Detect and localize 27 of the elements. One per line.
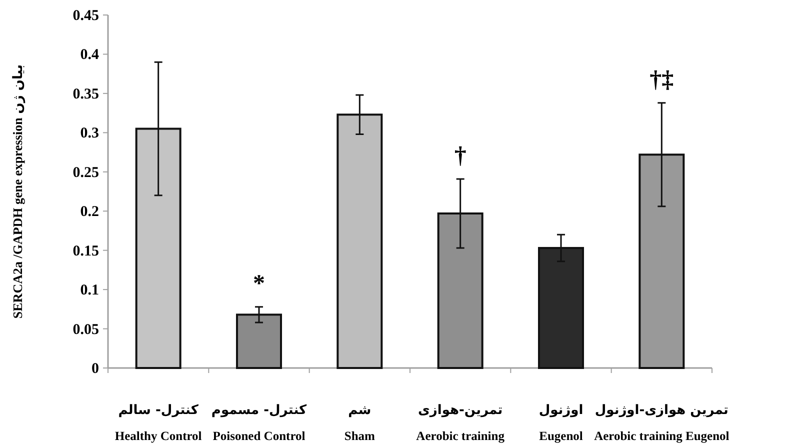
text: بیان ژن <box>11 64 26 114</box>
x-tick-label: Healthy Control <box>114 429 202 443</box>
text: کنترل- سالم <box>118 403 199 418</box>
text: اوژنول <box>538 403 584 418</box>
y-tick-label: 0.3 <box>80 126 99 142</box>
text: تمرین-هوازی <box>418 403 503 418</box>
y-tick-label: 0 <box>92 361 99 377</box>
annotation: †‡ <box>650 66 674 93</box>
y-tick-label: 0.05 <box>72 322 99 338</box>
x-tick-label: Poisoned Control <box>212 429 306 443</box>
text: شم <box>348 403 372 418</box>
text: تمرین هوازی-اوژنول <box>594 403 728 418</box>
annotation: * <box>253 270 265 297</box>
y-tick-label: 0.4 <box>80 47 100 64</box>
y-tick-label: 0.45 <box>72 8 99 24</box>
x-tick-label: Eugenol <box>539 429 584 443</box>
y-tick-label: 0.25 <box>72 164 99 181</box>
y-axis-title: SERCA2a /GAPDH gene expression <box>10 116 25 319</box>
y-tick-label: 0.2 <box>80 204 99 220</box>
y-tick-label: 0.35 <box>72 86 99 102</box>
annotation: † <box>454 142 466 169</box>
y-tick-label: 0.15 <box>72 243 99 260</box>
x-tick-label: Sham <box>344 429 376 443</box>
text: کنترل- مسموم <box>211 403 307 418</box>
y-tick-label: 0.1 <box>80 282 99 299</box>
x-tick-label: Aerobic training <box>416 429 506 443</box>
x-tick-label: Aerobic training Eugenol <box>594 429 730 443</box>
